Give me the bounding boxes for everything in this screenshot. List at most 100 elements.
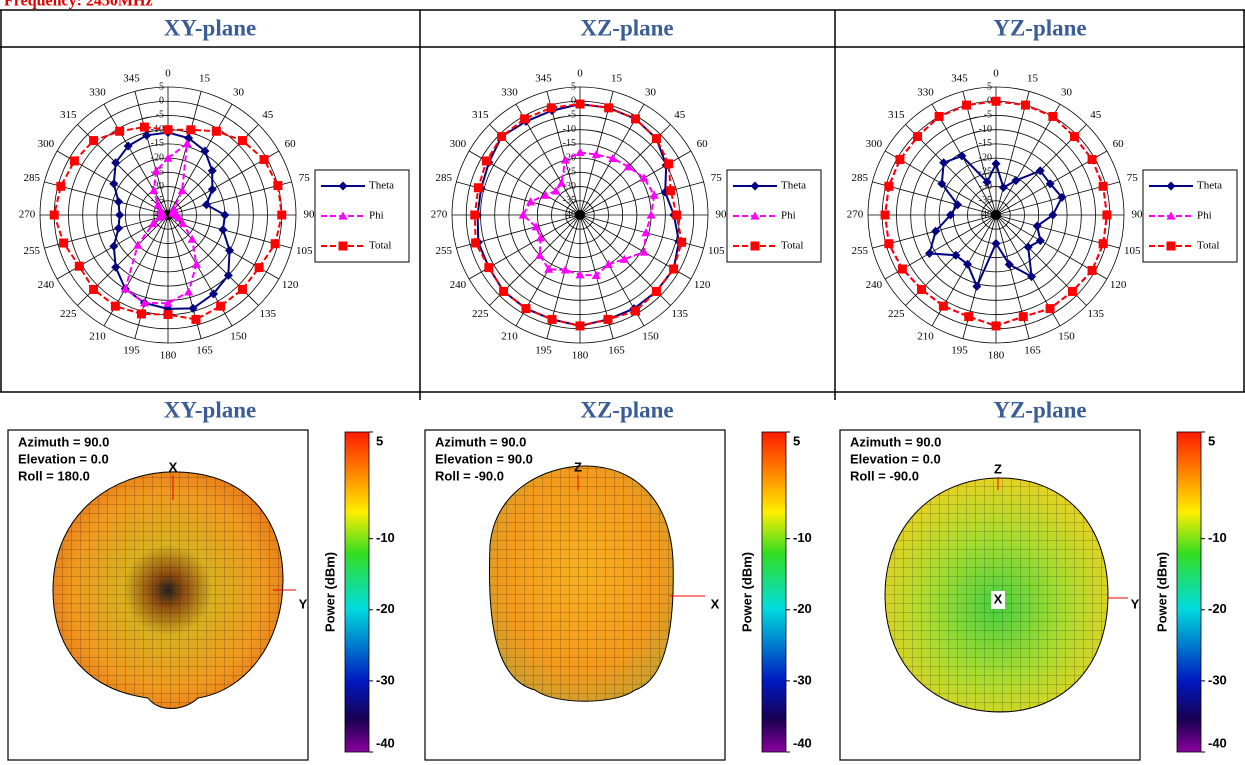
series-marker	[575, 99, 585, 109]
series-marker	[148, 219, 158, 228]
angle-tick-label: 195	[951, 345, 968, 357]
colorbar-tick-label: 5	[376, 433, 383, 448]
radial-tick-label: -10	[979, 124, 992, 135]
series-marker	[1098, 239, 1108, 249]
angle-tick-label: 330	[501, 86, 518, 98]
view-info: Roll = -90.0	[435, 468, 504, 483]
series-marker	[156, 206, 166, 215]
series-marker	[520, 114, 530, 124]
chart-title: YZ-plane	[993, 15, 1086, 40]
view-info: Elevation = 0.0	[18, 451, 109, 466]
series-marker	[133, 240, 143, 249]
series-marker	[139, 298, 149, 307]
render-title: XZ-plane	[580, 397, 673, 422]
colorbar-tick-label: -20	[793, 601, 812, 616]
colorbar-tick-label: -40	[376, 735, 395, 750]
series-marker	[931, 226, 941, 236]
series-marker	[938, 301, 948, 311]
series-marker	[1032, 221, 1042, 231]
angle-tick-label: 120	[1110, 279, 1127, 291]
grid-spoke	[995, 103, 1061, 216]
series-marker	[924, 248, 934, 258]
angle-tick-label: 15	[1027, 72, 1039, 84]
series-marker	[639, 173, 649, 182]
axis-label-box	[991, 591, 1005, 609]
series-marker	[114, 223, 124, 233]
series-marker	[998, 183, 1008, 193]
axis-label: X	[994, 591, 1003, 606]
series-marker	[149, 185, 159, 194]
radial-tick-label: -40	[979, 209, 992, 220]
series-marker	[651, 134, 661, 144]
angle-tick-label: 45	[262, 109, 274, 121]
series-marker	[664, 159, 674, 169]
legend-label: Theta	[1197, 180, 1222, 192]
series-marker	[677, 237, 687, 247]
series-marker	[934, 111, 944, 121]
series-marker	[575, 321, 585, 331]
angle-tick-label: 255	[24, 245, 41, 257]
series-marker	[74, 261, 84, 271]
angle-tick-label: 210	[917, 331, 934, 343]
series-marker	[962, 100, 972, 110]
series-marker	[139, 122, 149, 132]
series-marker	[1020, 100, 1030, 110]
series-marker	[120, 284, 130, 293]
angle-tick-label: 240	[450, 279, 467, 291]
angle-tick-label: 75	[711, 172, 723, 184]
view-info: Roll = 180.0	[18, 468, 90, 483]
series-marker	[991, 238, 1001, 248]
series-marker	[191, 314, 201, 324]
angle-tick-label: 210	[501, 331, 518, 343]
radial-tick-label: 0	[571, 96, 576, 107]
series-marker	[186, 125, 196, 135]
series-marker	[951, 250, 961, 260]
render-panel: YZ-plane Azimuth = 90.0 Elevation = 0.0 Rol…	[839, 397, 1227, 761]
colorbar-tick-label: -20	[376, 601, 395, 616]
series-marker	[991, 321, 1001, 331]
series-marker	[109, 241, 119, 251]
grid-spoke	[134, 214, 169, 339]
series-marker	[547, 314, 557, 324]
radial-tick-label: -15	[151, 138, 164, 149]
angle-tick-label: 30	[1061, 86, 1073, 98]
series-marker	[471, 238, 481, 248]
series-marker	[939, 158, 949, 168]
angle-tick-label: 165	[608, 345, 625, 357]
radial-tick-label: -35	[563, 195, 576, 206]
angle-tick-label: 195	[123, 345, 140, 357]
angle-tick-label: 75	[1127, 172, 1139, 184]
series-marker	[89, 136, 99, 146]
legend-label: Theta	[369, 180, 394, 192]
angle-tick-label: 0	[577, 68, 583, 80]
series-marker	[163, 298, 173, 307]
colorbar-label: Power (dBm)	[1154, 552, 1169, 632]
render-title: YZ-plane	[993, 397, 1086, 422]
series-marker	[499, 286, 509, 296]
series-marker	[1035, 166, 1045, 176]
series-marker	[200, 146, 210, 156]
colorbar-tick-label: 5	[1208, 433, 1215, 448]
grid-spoke	[962, 91, 997, 216]
radial-tick-label: -5	[156, 110, 164, 121]
radial-tick-label: 5	[987, 81, 992, 92]
view-info: Elevation = 0.0	[850, 451, 941, 466]
angle-tick-label: 315	[888, 109, 905, 121]
angle-tick-label: 315	[472, 109, 489, 121]
series-marker	[188, 303, 198, 313]
series-marker	[273, 181, 283, 191]
series-marker	[557, 178, 567, 187]
series-marker	[957, 151, 967, 161]
axis-label: Z	[574, 459, 582, 474]
legend-marker	[338, 181, 348, 191]
series-marker	[497, 132, 507, 142]
series-marker	[575, 270, 585, 279]
series-marker	[953, 200, 963, 210]
radial-tick-label: -15	[979, 138, 992, 149]
legend-marker	[1166, 241, 1176, 251]
view-info: Azimuth = 90.0	[435, 434, 526, 449]
series-marker	[473, 183, 483, 193]
series-marker	[1102, 210, 1112, 220]
radial-tick-label: 0	[987, 96, 992, 107]
radial-tick-label: -20	[151, 152, 164, 163]
